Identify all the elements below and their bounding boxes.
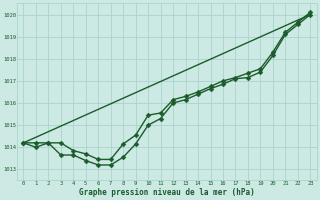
X-axis label: Graphe pression niveau de la mer (hPa): Graphe pression niveau de la mer (hPa) xyxy=(79,188,255,197)
